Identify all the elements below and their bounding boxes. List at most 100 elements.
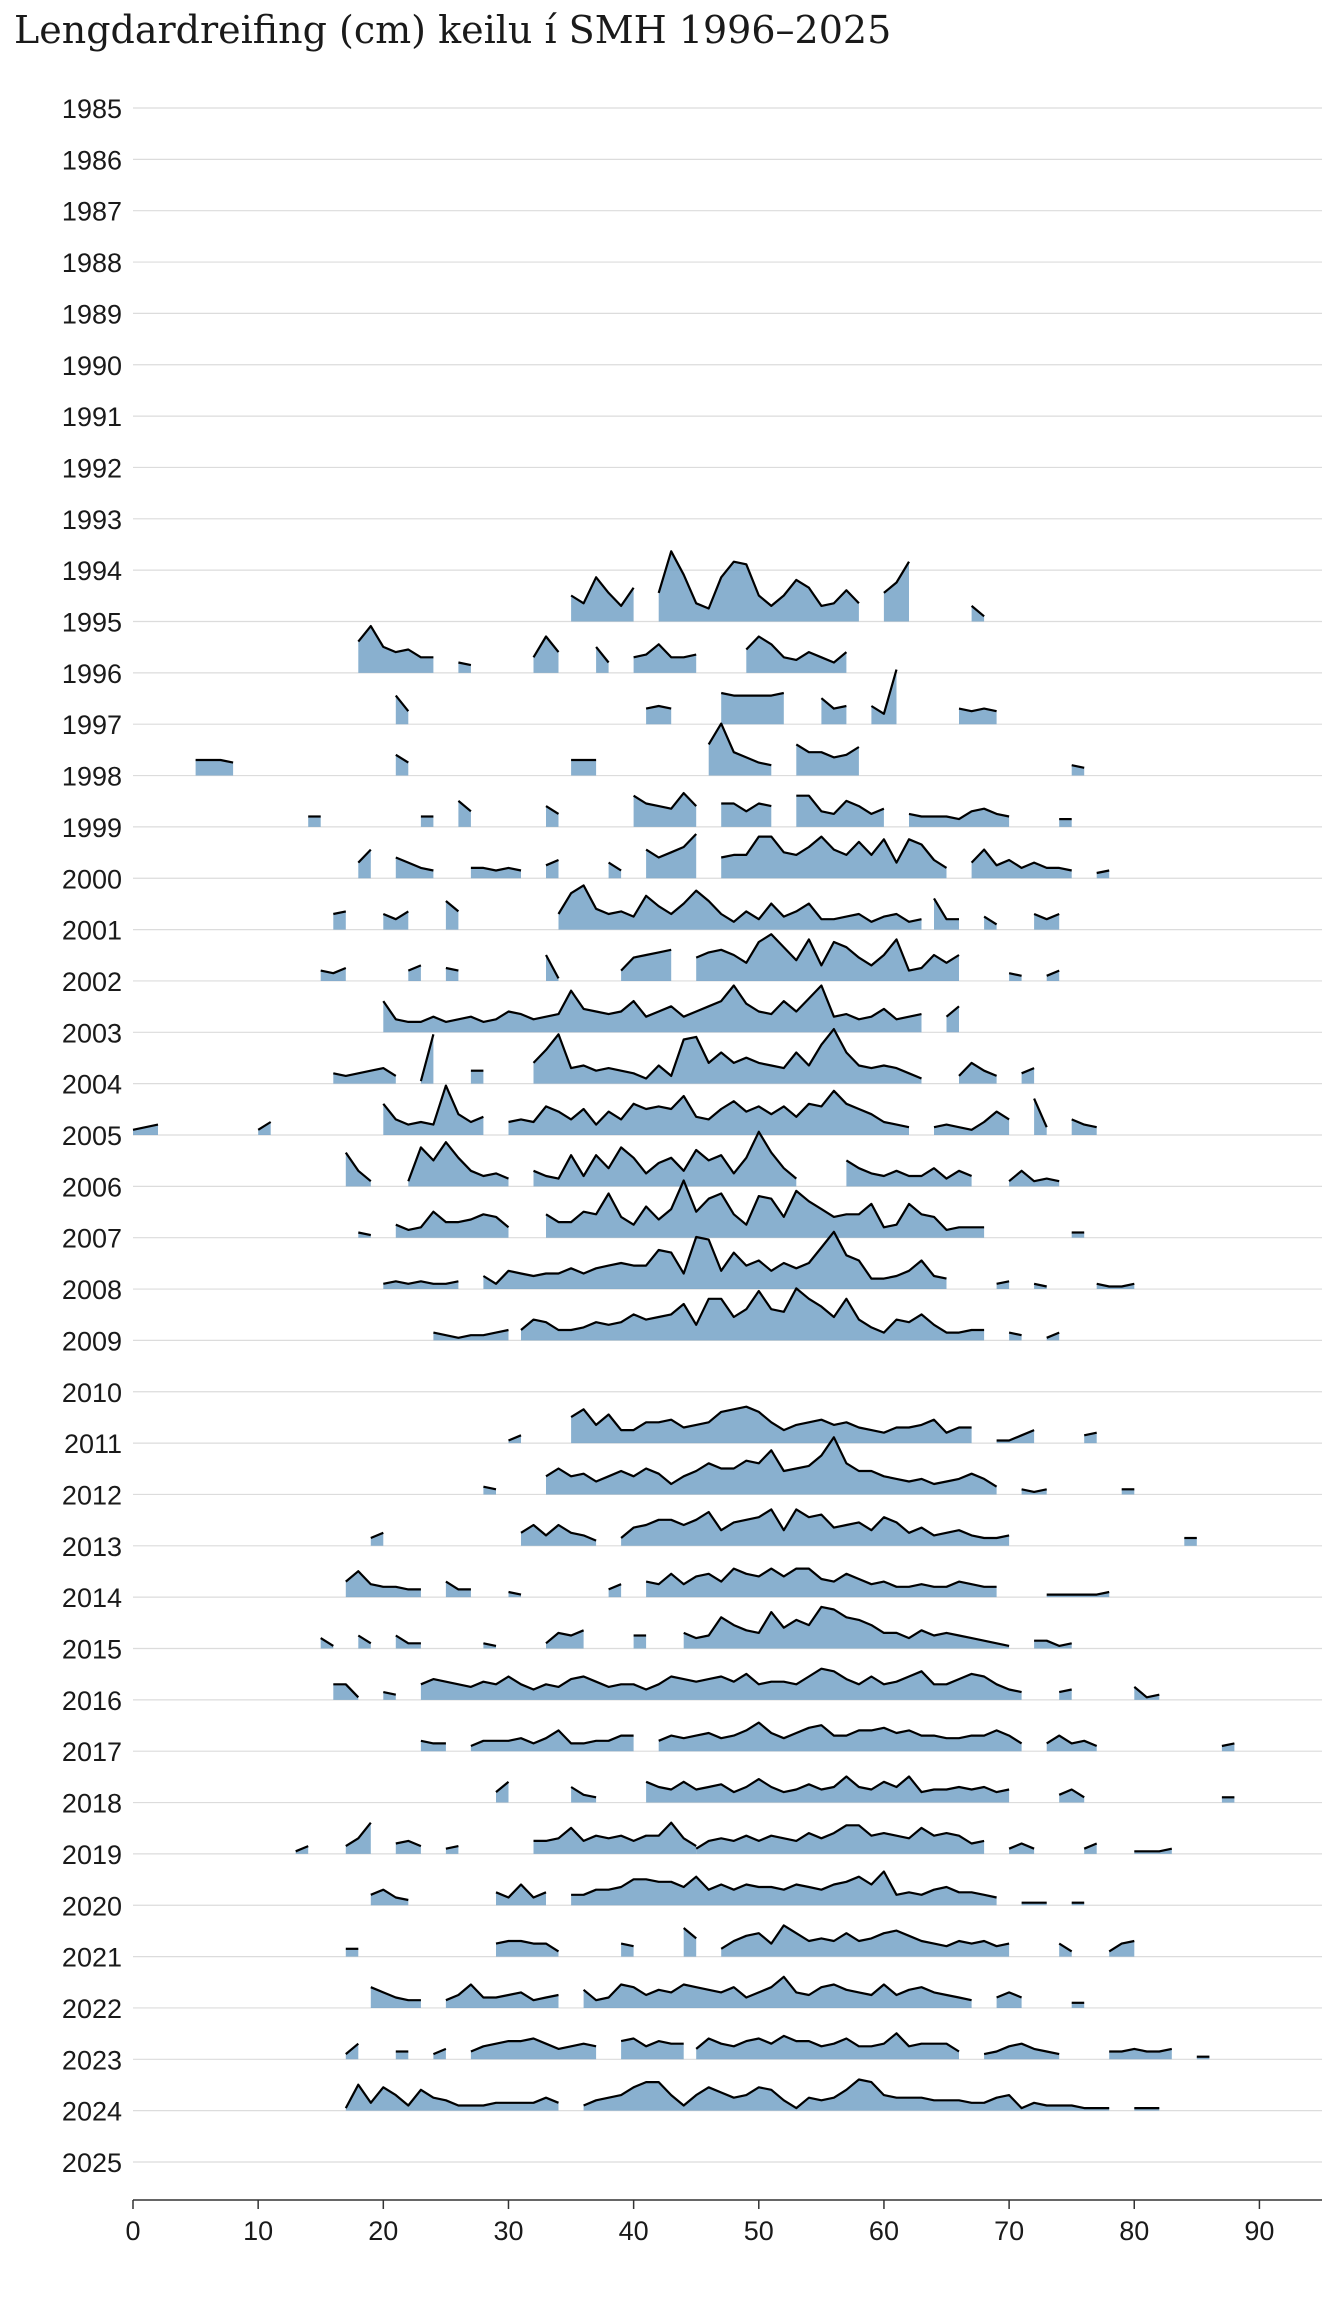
ridge-area-1996-2: [533, 636, 559, 673]
ridge-line-2000-1: [395, 856, 434, 872]
year-label-2010: 2010: [62, 1378, 122, 1408]
year-label-1994: 1994: [62, 556, 122, 586]
ridge-area-2016-2: [420, 1668, 1022, 1700]
ridge-1995: [570, 550, 985, 622]
ridge-area-2003-0: [383, 985, 922, 1033]
ridge-line-2023-0: [345, 2042, 360, 2055]
ridge-line-2023-5: [695, 2032, 960, 2053]
year-label-2015: 2015: [62, 1635, 122, 1665]
year-label-2022: 2022: [62, 1994, 122, 2024]
ridge-line-2019-7: [1083, 1842, 1098, 1850]
ridge-area-2017-1: [470, 1730, 634, 1752]
ridges: [132, 550, 1235, 2111]
year-label-1999: 1999: [62, 813, 122, 843]
ridge-line-2015-6: [683, 1605, 1010, 1647]
ridge-line-2012-1: [545, 1436, 998, 1488]
ridge-area-2014-4: [646, 1568, 997, 1598]
ridge-area-2017-2: [658, 1722, 1022, 1752]
ridge-line-2004-3: [532, 1028, 922, 1080]
ridge-line-2009-3: [1046, 1331, 1060, 1339]
ridge-line-2002-7: [1046, 969, 1060, 977]
ridge-line-1995-2: [883, 561, 910, 594]
ridge-area-1996-5: [746, 636, 847, 673]
ridge-line-2000-2: [470, 866, 522, 872]
ridge-line-2000-0: [357, 848, 372, 864]
ridge-2004: [333, 1028, 1035, 1084]
ridge-area-2019-5: [696, 1825, 985, 1854]
ridge-area-1995-2: [883, 561, 909, 622]
ridge-line-1998-3: [707, 722, 772, 767]
ridge-line-2016-4: [1133, 1686, 1160, 1699]
ridge-line-2005-4: [933, 1110, 1010, 1131]
ridge-line-2015-3: [483, 1642, 497, 1647]
year-label-2025: 2025: [62, 2148, 122, 2178]
x-tick-label-40: 40: [619, 2216, 649, 2246]
ridge-2008: [383, 1230, 1135, 1290]
ridge-area-2000-6: [721, 836, 947, 879]
ridge-line-2015-0: [320, 1637, 334, 1647]
ridge-area-1999-8: [1059, 819, 1072, 827]
ridge-line-1996-2: [532, 635, 560, 658]
ridge-line-2014-5: [1046, 1590, 1110, 1596]
ridge-area-2011-1: [571, 1406, 972, 1444]
ridge-area-1997-2: [721, 693, 784, 725]
ridge-area-2005-1: [258, 1122, 271, 1135]
ridge-area-2013-1: [521, 1525, 597, 1546]
ridge-2015: [320, 1605, 1072, 1649]
ridge-line-2014-1: [445, 1580, 471, 1591]
ridge-area-2021-3: [683, 1928, 697, 1957]
ridge-area-2018-0: [496, 1781, 509, 1803]
ridge-line-2004-1: [419, 1034, 435, 1082]
ridge-area-2014-0: [345, 1571, 421, 1598]
ridge-line-2019-8: [1134, 1847, 1173, 1853]
ridge-line-2005-3: [508, 1089, 910, 1129]
ridge-line-2019-0: [295, 1845, 309, 1853]
ridge-area-1998-2: [571, 760, 597, 776]
ridge-area-2005-0: [133, 1124, 158, 1135]
ridge-line-1998-1: [395, 753, 409, 764]
ridge-line-2020-1: [495, 1883, 547, 1899]
ridge-area-2000-2: [470, 867, 521, 879]
x-tick-label-70: 70: [994, 2216, 1024, 2246]
x-tick-label-50: 50: [744, 2216, 774, 2246]
ridge-area-2005-2: [383, 1085, 484, 1135]
ridge-area-2003-1: [946, 1006, 959, 1033]
ridge-area-2023-6: [984, 2043, 1060, 2060]
year-label-2012: 2012: [62, 1480, 122, 1510]
year-label-2019: 2019: [62, 1840, 122, 1870]
ridge-line-2001-1: [382, 910, 409, 921]
ridge-line-1999-2: [457, 800, 472, 813]
ridge-line-1996-1: [458, 661, 472, 667]
ridge-line-2008-4: [1096, 1282, 1135, 1288]
x-tick-label-0: 0: [125, 2216, 140, 2246]
ridge-line-2005-1: [257, 1121, 272, 1131]
ridge-line-2016-3: [1058, 1688, 1072, 1694]
ridge-2021: [345, 1924, 1135, 1957]
year-label-1995: 1995: [62, 608, 122, 638]
ridge-line-2013-0: [370, 1531, 384, 1540]
ridge-area-2021-2: [621, 1943, 634, 1957]
ridge-area-2023-2: [433, 2048, 446, 2060]
ridge-2016: [333, 1667, 1160, 1700]
ridge-line-2007-0: [358, 1231, 372, 1237]
ridge-area-2021-5: [1059, 1943, 1072, 1957]
ridge-line-2011-1: [570, 1405, 972, 1434]
ridge-line-2011-2: [996, 1429, 1035, 1442]
ridge-area-2006-2: [533, 1131, 797, 1187]
year-label-1988: 1988: [62, 248, 122, 278]
ridge-area-2018-1: [571, 1787, 597, 1803]
ridge-2018: [495, 1775, 1235, 1803]
year-label-2001: 2001: [62, 916, 122, 946]
ridge-line-2023-4: [620, 2037, 684, 2048]
ridge-2003: [382, 984, 960, 1033]
ridge-line-2009-1: [520, 1287, 985, 1334]
ridge-line-2008-1: [482, 1230, 947, 1285]
ridge-area-2021-0: [345, 1948, 359, 1957]
x-tick-label-30: 30: [493, 2216, 523, 2246]
x-axis: 0 10 20 30 40 50 60 70 80 90: [125, 2199, 1322, 2246]
ridge-line-2000-3: [545, 858, 559, 867]
ridge-line-1995-3: [970, 605, 985, 618]
ridge-line-1996-4: [633, 643, 697, 659]
ridge-2002: [320, 933, 1060, 981]
year-label-1996: 1996: [62, 659, 122, 689]
